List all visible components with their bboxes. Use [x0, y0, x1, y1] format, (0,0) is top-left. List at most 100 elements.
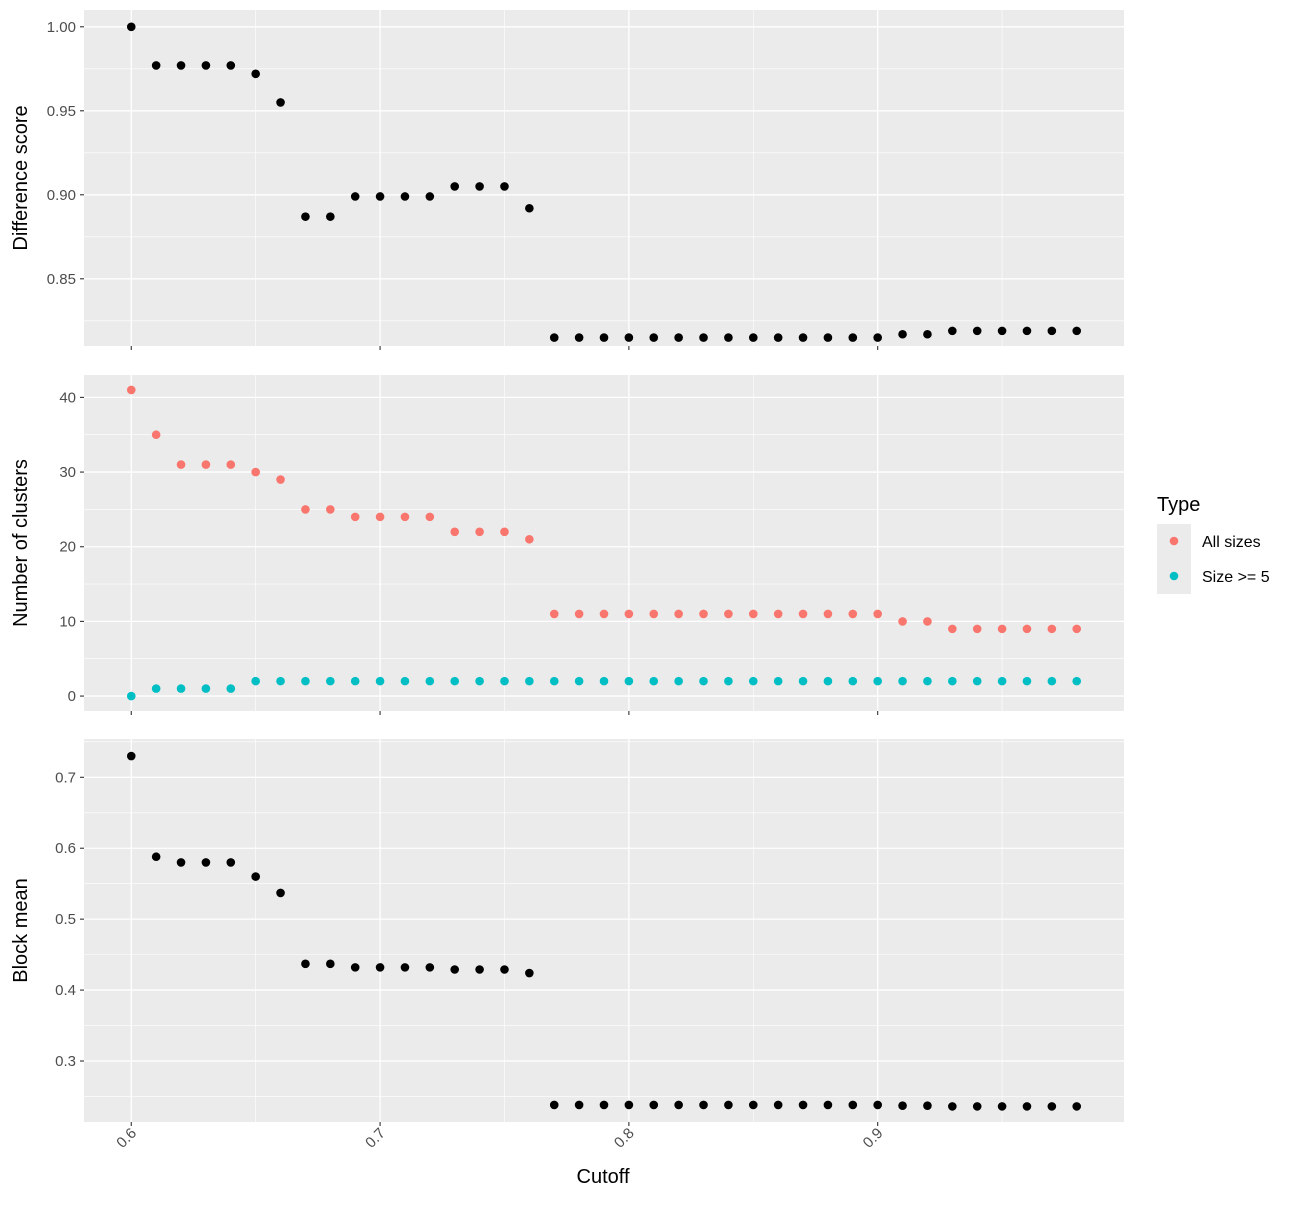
- data-point: [599, 676, 609, 686]
- data-point: [599, 333, 609, 342]
- data-point: [276, 888, 285, 898]
- data-point: [475, 182, 484, 191]
- data-point: [400, 512, 410, 522]
- data-point: [574, 1100, 584, 1110]
- data-point: [724, 676, 733, 686]
- x-tick-label: 0.6: [113, 1125, 140, 1152]
- data-point: [724, 333, 733, 342]
- data-point: [898, 676, 907, 686]
- data-point: [724, 1100, 733, 1110]
- data-point: [201, 460, 211, 469]
- data-point: [400, 676, 410, 686]
- data-point: [251, 676, 260, 686]
- legend-label-all-sizes: All sizes: [1202, 534, 1261, 551]
- data-point: [500, 676, 509, 686]
- data-point: [201, 61, 211, 70]
- data-point: [873, 333, 882, 342]
- y-tick-label: 0.4: [55, 982, 76, 999]
- y-tick-label: 0.85: [47, 271, 76, 288]
- data-point: [898, 329, 907, 339]
- data-point: [1022, 1102, 1032, 1111]
- data-point: [400, 963, 410, 972]
- data-point: [624, 333, 634, 342]
- data-point: [525, 676, 534, 686]
- data-point: [350, 963, 360, 972]
- data-point: [748, 1100, 758, 1110]
- data-point: [699, 333, 708, 342]
- data-point: [624, 609, 634, 619]
- data-point: [948, 326, 957, 336]
- data-point: [251, 467, 260, 477]
- y-tick-label: 0.6: [55, 840, 76, 857]
- data-point: [848, 1100, 858, 1110]
- panel-block-mean: 0.3 0.4 0.5 0.6 0.7 Block mean: [10, 739, 1124, 1126]
- data-point: [425, 963, 435, 972]
- data-point: [923, 329, 932, 339]
- data-point: [326, 959, 335, 969]
- data-point: [375, 963, 385, 972]
- data-point: [674, 333, 683, 342]
- panel-background: [84, 375, 1124, 711]
- y-tick-label: 1.00: [47, 19, 76, 36]
- data-point: [425, 676, 435, 686]
- y-tick-label: 0.90: [47, 187, 76, 204]
- data-point: [948, 676, 957, 686]
- data-point: [699, 676, 708, 686]
- data-point: [923, 617, 932, 626]
- data-point: [475, 676, 484, 686]
- data-point: [350, 512, 360, 522]
- data-point: [997, 1102, 1007, 1111]
- data-point: [450, 527, 460, 537]
- data-point: [798, 333, 808, 342]
- data-point: [599, 609, 609, 619]
- data-point: [301, 959, 310, 969]
- data-point: [151, 684, 161, 693]
- data-point: [400, 192, 410, 201]
- data-point: [798, 676, 808, 686]
- data-point: [1022, 676, 1032, 686]
- data-point: [649, 609, 659, 619]
- data-point: [823, 1100, 833, 1110]
- data-point: [724, 609, 733, 619]
- data-point: [873, 676, 882, 686]
- data-point: [549, 609, 559, 619]
- y-axis-label: Block mean: [10, 878, 32, 983]
- data-point: [425, 512, 435, 522]
- data-point: [226, 858, 236, 867]
- y-tick-label: 0.95: [47, 103, 76, 120]
- data-point: [773, 333, 783, 342]
- data-point: [326, 505, 335, 514]
- data-point: [773, 676, 783, 686]
- data-point: [699, 1100, 708, 1110]
- data-point: [923, 1101, 932, 1110]
- data-point: [475, 965, 484, 974]
- legend-title: Type: [1157, 494, 1200, 516]
- panel-background: [84, 739, 1124, 1122]
- data-point: [599, 1100, 609, 1110]
- data-point: [1047, 326, 1057, 336]
- data-point: [1022, 326, 1032, 336]
- y-tick-label: 40: [59, 389, 76, 406]
- data-point: [176, 684, 186, 693]
- x-tick-label: 0.8: [611, 1125, 638, 1152]
- data-point: [574, 609, 584, 619]
- data-point: [251, 872, 260, 881]
- data-point: [873, 609, 882, 619]
- data-point: [500, 527, 509, 537]
- data-point: [126, 385, 136, 395]
- data-point: [525, 534, 534, 544]
- data-point: [674, 676, 683, 686]
- data-point: [375, 192, 385, 201]
- data-point: [699, 609, 708, 619]
- data-point: [574, 333, 584, 342]
- data-point: [898, 1101, 907, 1110]
- data-point: [674, 609, 683, 619]
- data-point: [375, 512, 385, 522]
- data-point: [549, 333, 559, 342]
- data-point: [848, 333, 858, 342]
- data-point: [276, 475, 285, 484]
- data-point: [500, 965, 509, 974]
- data-point: [301, 212, 310, 221]
- y-tick-label: 0.7: [55, 769, 76, 786]
- data-point: [375, 676, 385, 686]
